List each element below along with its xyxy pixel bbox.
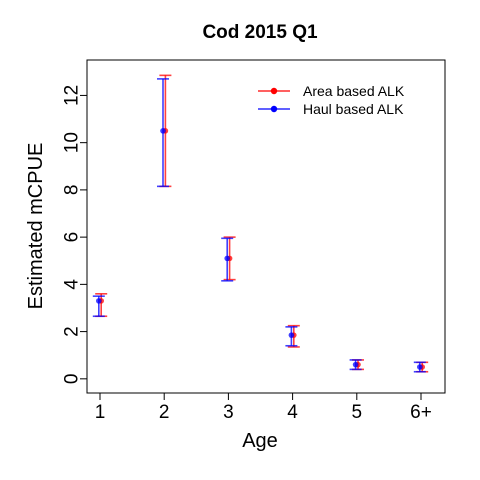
legend-item: Area based ALK: [258, 83, 405, 99]
x-axis-label: Age: [242, 430, 278, 452]
legend-label: Haul based ALK: [303, 101, 404, 117]
series-area-based: [95, 74, 429, 373]
y-tick-label: 4: [62, 279, 83, 290]
series-haul-based: [92, 78, 426, 373]
x-tick-label: 4: [287, 402, 298, 423]
y-axis: 0 2 4 6 8 10 12: [62, 85, 88, 385]
y-tick-label: 6: [62, 232, 83, 243]
x-tick-label: 5: [352, 402, 363, 423]
data-point: [352, 361, 359, 368]
y-tick-label: 8: [62, 185, 83, 196]
legend-item: Haul based ALK: [258, 101, 404, 117]
chart-title: Cod 2015 Q1: [202, 22, 318, 43]
y-tick-label: 10: [62, 132, 83, 153]
legend-swatch-point: [270, 105, 278, 113]
y-tick-label: 0: [62, 374, 83, 385]
data-point: [96, 298, 102, 304]
legend-swatch-point: [270, 87, 278, 95]
data-point: [160, 128, 166, 134]
y-tick-label: 12: [62, 85, 83, 106]
x-axis: 1 2 3 4 5 6+: [95, 392, 432, 423]
y-axis-label: Estimated mCPUE: [25, 143, 47, 310]
legend: Area based ALK Haul based ALK: [258, 83, 405, 117]
x-tick-label: 1: [95, 402, 106, 423]
x-tick-label: 6+: [410, 402, 432, 423]
y-tick-label: 2: [62, 326, 83, 337]
x-tick-label: 3: [223, 402, 234, 423]
data-point: [417, 364, 423, 370]
x-tick-label: 2: [159, 402, 170, 423]
legend-label: Area based ALK: [303, 83, 405, 99]
series-layer: [92, 74, 429, 373]
data-point: [288, 332, 295, 338]
data-point: [224, 255, 230, 262]
